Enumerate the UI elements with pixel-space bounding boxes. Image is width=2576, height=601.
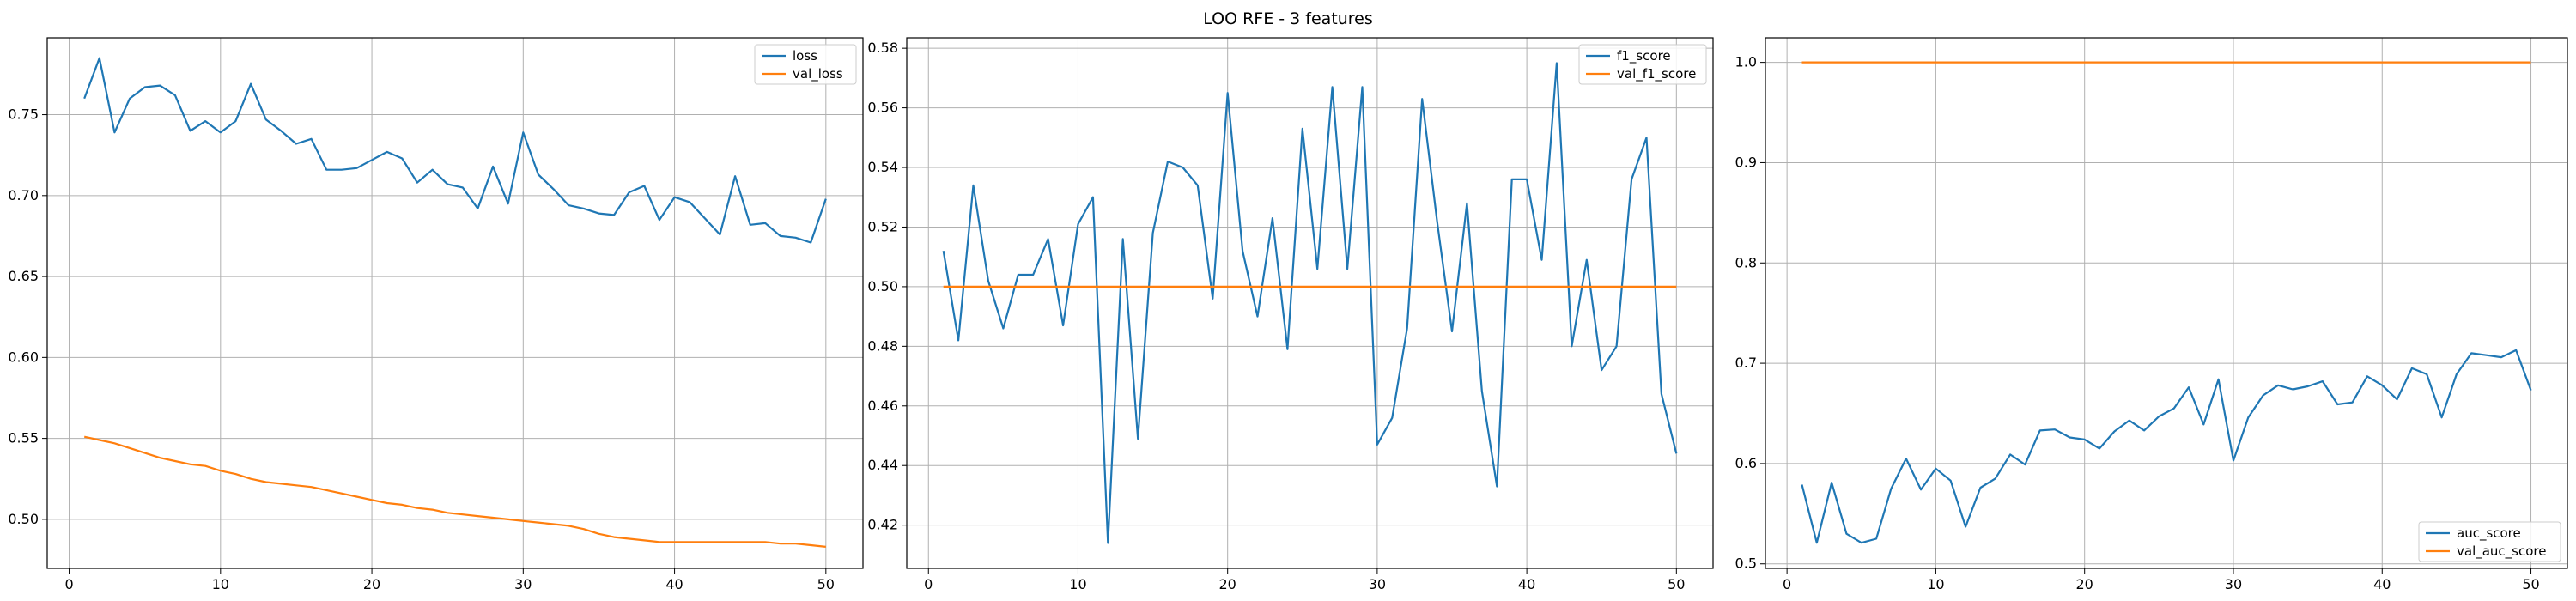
y-tick-label: 0.44: [867, 457, 898, 473]
y-tick-label: 0.6: [1735, 455, 1757, 471]
y-tick-label: 0.5: [1735, 555, 1757, 572]
legend-label: loss: [793, 48, 817, 64]
legend: f1_score val_f1_score: [1578, 44, 1707, 85]
y-tick-label: 0.54: [867, 159, 898, 175]
y-tick-label: 0.42: [867, 517, 898, 533]
y-tick-label: 0.46: [867, 398, 898, 414]
y-tick-label: 0.7: [1735, 355, 1757, 371]
axes-frame: [1765, 37, 2568, 569]
y-tick-label: 0.52: [867, 218, 898, 234]
x-tick-label: 0: [1783, 576, 1791, 592]
x-tick-label: 10: [212, 576, 229, 592]
y-tick-label: 0.58: [867, 39, 898, 56]
y-tick-label: 0.65: [8, 268, 39, 284]
loss-panel: 0 10 20 30 40 50 0.50 0.55 0.60 0.65 0.70 0.75 loss v…: [8, 37, 864, 592]
legend-label: val_loss: [793, 66, 843, 82]
legend-box: [1578, 44, 1707, 85]
series-line-val-loss: [83, 435, 826, 548]
x-tick-label: 0: [924, 576, 933, 592]
figure-title: LOO RFE - 3 features: [1203, 9, 1373, 28]
y-tick-label: 0.70: [8, 187, 39, 203]
x-tick-label: 10: [1927, 576, 1944, 592]
x-tick-label: 30: [1369, 576, 1386, 592]
x-tick-label: 20: [363, 576, 380, 592]
y-tick-label: 0.50: [867, 278, 898, 294]
f1-score-panel: 0 10 20 30 40 50 0.42 0.44 0.46 0.48 0.50 0.52 0.54 0…: [867, 37, 1714, 592]
y-tick-label: 0.48: [867, 337, 898, 354]
y-tick-label: 0.50: [8, 511, 39, 527]
y-tick-label: 0.75: [8, 106, 39, 123]
legend-label: val_auc_score: [2457, 543, 2547, 560]
x-tick-label: 30: [514, 576, 532, 592]
y-tick-label: 0.60: [8, 349, 39, 365]
auc-score-panel: 0 10 20 30 40 50 0.5 0.6 0.7 0.8 0.9 1.0 auc_scoreva…: [1735, 37, 2568, 592]
x-tick-label: 50: [817, 576, 835, 592]
y-tick-label: 0.8: [1735, 254, 1757, 270]
x-tick-label: 30: [2225, 576, 2242, 592]
series-line-auc-score: [1801, 349, 2532, 544]
x-tick-label: 50: [2522, 576, 2539, 592]
legend-label: val_f1_score: [1617, 66, 1696, 82]
series-line-f1-score: [942, 62, 1678, 544]
x-tick-label: 0: [64, 576, 73, 592]
legend-box: [2418, 521, 2561, 562]
x-tick-label: 50: [1668, 576, 1685, 592]
axes-frame: [46, 37, 864, 569]
x-tick-label: 20: [2076, 576, 2093, 592]
legend-label: f1_score: [1617, 48, 1671, 64]
y-tick-label: 0.9: [1735, 154, 1757, 170]
axes-frame: [906, 37, 1714, 569]
x-tick-label: 20: [1219, 576, 1236, 592]
x-tick-label: 40: [665, 576, 683, 592]
series-line-loss: [83, 57, 827, 244]
legend: loss val_loss: [754, 44, 857, 85]
y-tick-label: 1.0: [1735, 54, 1757, 70]
y-tick-label: 0.55: [8, 430, 39, 446]
x-tick-label: 40: [2373, 576, 2391, 592]
x-tick-label: 10: [1069, 576, 1086, 592]
x-tick-label: 40: [1518, 576, 1535, 592]
y-tick-label: 0.56: [867, 100, 898, 116]
legend-label: auc_score: [2457, 525, 2521, 542]
